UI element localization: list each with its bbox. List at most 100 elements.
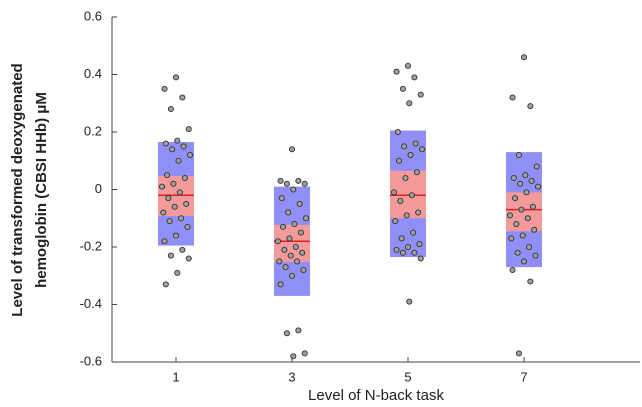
data-point bbox=[515, 151, 522, 159]
data-point bbox=[185, 255, 192, 262]
y-tick-label: 0.4 bbox=[84, 66, 102, 81]
data-point bbox=[520, 258, 528, 265]
y-tick-label: -0.4 bbox=[80, 296, 102, 311]
y-tick-label: -0.2 bbox=[80, 238, 102, 253]
data-point bbox=[170, 180, 177, 187]
data-point bbox=[406, 100, 413, 107]
data-point bbox=[416, 241, 423, 248]
data-point bbox=[404, 62, 412, 69]
data-point bbox=[531, 226, 538, 233]
data-point bbox=[288, 272, 296, 279]
data-point bbox=[287, 252, 294, 259]
data-point bbox=[513, 220, 520, 228]
data-point bbox=[399, 249, 406, 256]
data-point bbox=[277, 281, 284, 288]
data-point bbox=[166, 218, 173, 225]
data-point bbox=[518, 206, 525, 213]
data-point bbox=[508, 235, 515, 242]
data-point bbox=[527, 278, 534, 285]
data-point bbox=[274, 238, 282, 245]
data-point bbox=[413, 169, 420, 176]
data-point bbox=[158, 183, 166, 190]
data-point bbox=[514, 249, 521, 256]
data-point bbox=[185, 126, 192, 133]
data-point bbox=[175, 157, 182, 164]
x-tick-label: 1 bbox=[172, 369, 179, 384]
data-point bbox=[418, 146, 426, 153]
data-point bbox=[393, 68, 400, 75]
data-point bbox=[526, 243, 533, 251]
data-point bbox=[533, 163, 540, 170]
data-point bbox=[412, 140, 419, 147]
data-point bbox=[281, 246, 288, 253]
data-point bbox=[172, 74, 180, 81]
data-point bbox=[283, 180, 290, 187]
data-point bbox=[181, 174, 188, 182]
data-point bbox=[407, 151, 414, 159]
data-point bbox=[410, 229, 417, 236]
data-point bbox=[285, 209, 292, 216]
data-point bbox=[290, 186, 297, 193]
data-point bbox=[295, 177, 302, 184]
data-point bbox=[534, 183, 542, 190]
data-point bbox=[512, 195, 519, 202]
data-point bbox=[399, 85, 406, 92]
data-point bbox=[162, 281, 169, 288]
y-axis-label: Level of transformed deoxygenated bbox=[9, 63, 26, 316]
data-point bbox=[283, 330, 290, 337]
data-point bbox=[509, 94, 516, 101]
data-point bbox=[178, 215, 185, 222]
data-point bbox=[517, 180, 524, 187]
data-point bbox=[165, 195, 172, 202]
y-tick-label: 0.6 bbox=[84, 8, 102, 23]
data-point bbox=[394, 128, 401, 136]
data-point bbox=[393, 246, 400, 253]
data-point bbox=[290, 353, 297, 360]
data-point bbox=[523, 189, 530, 196]
data-point bbox=[277, 177, 284, 184]
data-point bbox=[396, 157, 403, 164]
data-point bbox=[520, 54, 528, 61]
data-point bbox=[297, 229, 304, 236]
data-point bbox=[183, 200, 190, 207]
data-point bbox=[527, 103, 534, 110]
data-point bbox=[286, 235, 293, 242]
data-point bbox=[411, 249, 418, 256]
data-point bbox=[174, 269, 181, 276]
x-tick-label: 3 bbox=[288, 369, 295, 384]
data-point bbox=[506, 212, 514, 219]
data-point bbox=[280, 223, 287, 230]
data-point bbox=[509, 266, 516, 274]
data-point bbox=[390, 189, 398, 196]
data-point bbox=[169, 146, 176, 153]
data-point bbox=[288, 146, 296, 153]
data-point bbox=[282, 264, 289, 271]
data-point bbox=[179, 246, 186, 253]
data-point bbox=[528, 177, 535, 184]
data-point bbox=[176, 189, 183, 196]
data-point bbox=[408, 192, 415, 199]
data-point bbox=[167, 105, 174, 113]
data-point bbox=[174, 137, 181, 144]
data-point bbox=[302, 215, 310, 222]
data-point bbox=[186, 151, 194, 159]
data-point bbox=[403, 212, 410, 219]
data-point bbox=[184, 223, 191, 230]
data-point bbox=[519, 232, 526, 239]
data-point bbox=[406, 298, 413, 305]
x-tick-label: 7 bbox=[520, 369, 527, 384]
data-point bbox=[291, 220, 298, 228]
x-axis-label: Level of N-back task bbox=[308, 387, 444, 404]
data-point bbox=[276, 258, 283, 265]
data-point bbox=[161, 238, 168, 245]
y-tick-label: -0.6 bbox=[80, 353, 102, 368]
x-tick-label: 5 bbox=[404, 369, 411, 384]
y-axis-label: hemoglobin (CBSI HHb) μM bbox=[33, 92, 50, 288]
data-point bbox=[411, 74, 418, 81]
data-point bbox=[160, 209, 167, 216]
data-point bbox=[294, 258, 301, 265]
data-point bbox=[172, 232, 180, 239]
data-point bbox=[522, 172, 529, 179]
sem-box bbox=[506, 192, 542, 232]
